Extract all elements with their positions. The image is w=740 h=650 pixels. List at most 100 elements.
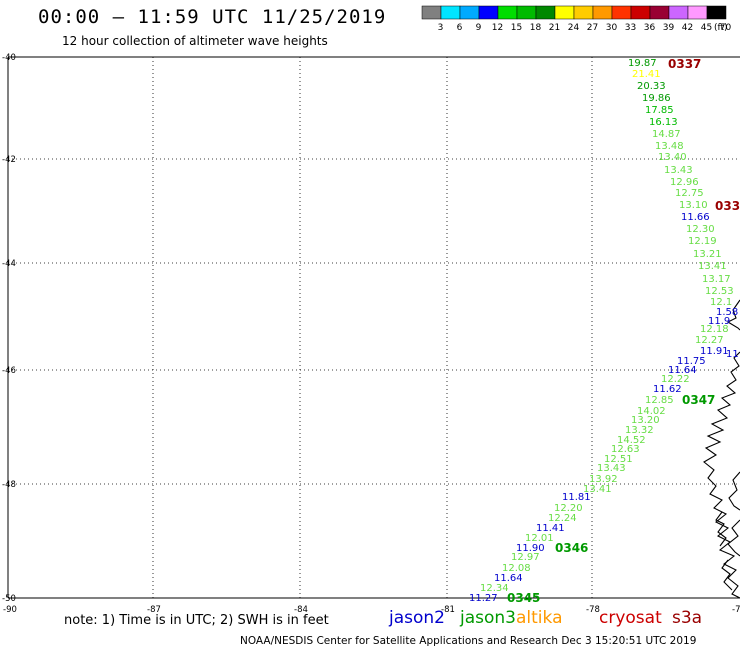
satellite-legend-s3a: s3a (672, 608, 703, 628)
swh-label: 12.63 (611, 444, 640, 455)
swh-label: 11.66 (681, 212, 710, 223)
swh-label: 12.20 (554, 503, 583, 514)
scale-tick-label: 3 (438, 23, 444, 33)
color-swatch (668, 5, 689, 20)
color-swatch (535, 5, 556, 20)
satellite-legend-cryosat: cryosat (599, 608, 662, 628)
color-scale-bar: 3 6 9 12 15 18 21 24 27 30 33 36 39 42 45 70(ft) (421, 5, 732, 33)
latitude-label: -42 (2, 155, 16, 165)
scale-tick-label: 70 (720, 23, 732, 33)
swh-label: 12.30 (686, 224, 715, 235)
swh-label: 21.41 (632, 69, 661, 80)
longitude-label: -84 (294, 605, 308, 615)
swh-label: 13.17 (702, 274, 731, 285)
color-swatch (440, 5, 461, 20)
color-swatch (592, 5, 613, 20)
color-swatch (687, 5, 708, 20)
swh-label: 11.64 (494, 573, 523, 584)
satellite-legend-altika: altika (516, 608, 563, 628)
swh-label: 11.90 (516, 543, 545, 554)
swh-label: 19.87 (628, 58, 657, 69)
swh-label: 12.97 (511, 552, 540, 563)
scale-tick-label: 6 (457, 23, 463, 33)
lat-lon-grid: -40 -42 -44 -46 -48 -50-90 -87 -84 -81 -78 -75 (2, 53, 740, 615)
swh-label: 12.27 (695, 335, 724, 346)
swh-label: 11.41 (536, 523, 565, 534)
swh-labels: 19.8721.4120.3319.8617.8516.1314.8713.48… (469, 58, 739, 604)
color-swatch (497, 5, 518, 20)
scale-tick-label: 45 (701, 23, 712, 33)
scale-tick-label: 30 (606, 23, 618, 33)
swh-label: 12.24 (548, 513, 577, 524)
color-swatch (573, 5, 594, 20)
scale-tick-label: 36 (644, 23, 656, 33)
color-swatch (421, 5, 442, 20)
swh-label: 12.51 (604, 454, 633, 465)
latitude-label: -48 (2, 480, 16, 490)
color-swatch (478, 5, 499, 20)
satellite-legend-jason3: jason3 (460, 608, 516, 628)
color-swatch (554, 5, 575, 20)
scale-tick-label: 39 (663, 23, 675, 33)
satellite-legend-jason2: jason2 (389, 608, 445, 628)
longitude-label: -81 (441, 605, 455, 615)
latitude-label: -44 (2, 259, 16, 269)
swh-label: 13.43 (664, 165, 693, 176)
swh-label: 14.87 (652, 129, 681, 140)
coastline-segment (727, 519, 740, 557)
color-swatch (516, 5, 537, 20)
note-text: note: 1) Time is in UTC; 2) SWH is in fe… (64, 613, 329, 628)
swh-label: 13.40 (658, 152, 687, 163)
time-label: 033 (715, 199, 740, 213)
swh-label: 11.64 (668, 365, 697, 376)
longitude-label: -90 (3, 605, 17, 615)
coastline-segment (703, 351, 740, 599)
swh-label: 12.01 (525, 533, 554, 544)
color-swatch (611, 5, 632, 20)
swh-label: 13.21 (693, 249, 722, 260)
swh-label: 13.92 (589, 474, 618, 485)
scale-tick-label: 9 (476, 23, 482, 33)
swh-label: 12.22 (661, 374, 690, 385)
scale-tick-label: 27 (587, 23, 598, 33)
swh-label: 11.75 (677, 356, 706, 367)
longitude-label: -87 (147, 605, 161, 615)
longitude-label: -75 (732, 605, 740, 615)
color-swatch (706, 5, 727, 20)
time-label: 0337 (668, 57, 701, 71)
color-swatch (630, 5, 651, 20)
scale-tick-label: 21 (549, 23, 560, 33)
color-swatch (459, 5, 480, 20)
latitude-label: -40 (2, 53, 16, 63)
swh-label: 11.27 (469, 593, 498, 604)
latitude-label: -46 (2, 366, 16, 376)
swh-label: 14.52 (617, 435, 646, 446)
swh-label: 13.41 (583, 484, 612, 495)
scale-tick-label: 18 (530, 23, 542, 33)
coastline-segment (726, 299, 740, 331)
swh-label: 11.91 (700, 346, 729, 357)
swh-label: 20.33 (637, 81, 666, 92)
footer-credit: NOAA/NESDIS Center for Satellite Applica… (240, 635, 697, 647)
swh-label: 11.62 (653, 384, 682, 395)
time-label: 0345 (507, 591, 540, 605)
scale-unit-label: (ft) (714, 23, 728, 33)
swh-label: 12.96 (670, 177, 699, 188)
swh-label: 12.53 (705, 286, 734, 297)
time-labels: 0337 033 0347 0346 0345 (507, 57, 740, 605)
map-subtitle: 12 hour collection of altimeter wave hei… (62, 34, 328, 48)
coastline (703, 299, 740, 599)
swh-label: 13.32 (625, 425, 654, 436)
swh-label: 13.43 (597, 463, 626, 474)
swh-label: 13.10 (679, 200, 708, 211)
swh-label: 13.20 (631, 415, 660, 426)
swh-label: 12.34 (480, 583, 509, 594)
swh-label: 12.08 (502, 563, 531, 574)
longitude-label: -78 (586, 605, 600, 615)
scale-tick-label: 42 (682, 23, 693, 33)
scale-tick-label: 24 (568, 23, 580, 33)
swh-label: 12.18 (700, 324, 729, 335)
swh-label: 11 (726, 349, 739, 360)
time-label: 0347 (682, 393, 715, 407)
swh-label: 11.81 (562, 492, 591, 503)
